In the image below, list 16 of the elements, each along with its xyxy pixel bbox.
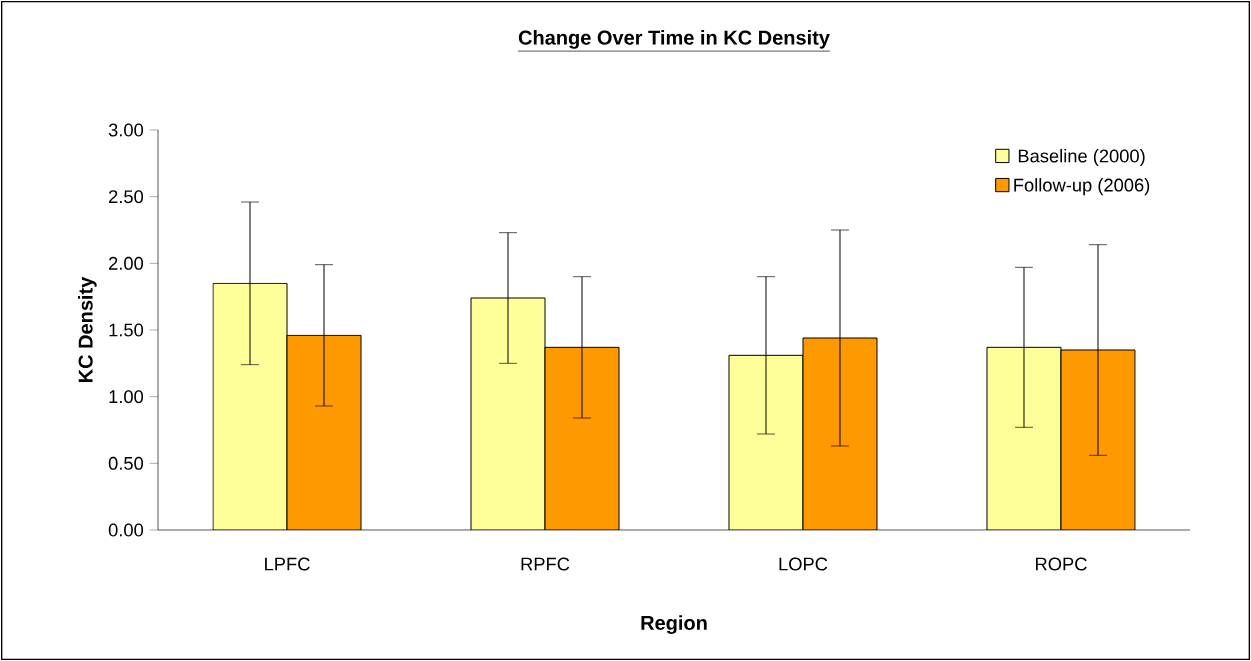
x-tick-label: ROPC [1036,557,1087,571]
y-tick-label: 0.00 [108,523,144,537]
y-tick-label: 3.00 [108,123,144,137]
y-axis-title: KC Density [78,276,97,383]
x-tick-label: RPFC [521,557,570,571]
y-tick-label: 0.50 [108,456,144,470]
x-tick-label: LOPC [779,557,828,571]
y-tick-label: 1.00 [109,390,144,404]
x-tick-label: LPFC [265,557,310,571]
x-axis-title: Region [641,615,707,635]
legend-label: Follow-up (2006) [1014,178,1150,196]
chart-title: Change Over Time in KC Density [518,30,830,49]
y-tick-label: 2.00 [109,256,144,270]
y-tick-label: 2.50 [109,190,144,204]
legend-label: Baseline (2000) [1018,149,1145,167]
y-tick-label: 1.50 [109,323,144,337]
